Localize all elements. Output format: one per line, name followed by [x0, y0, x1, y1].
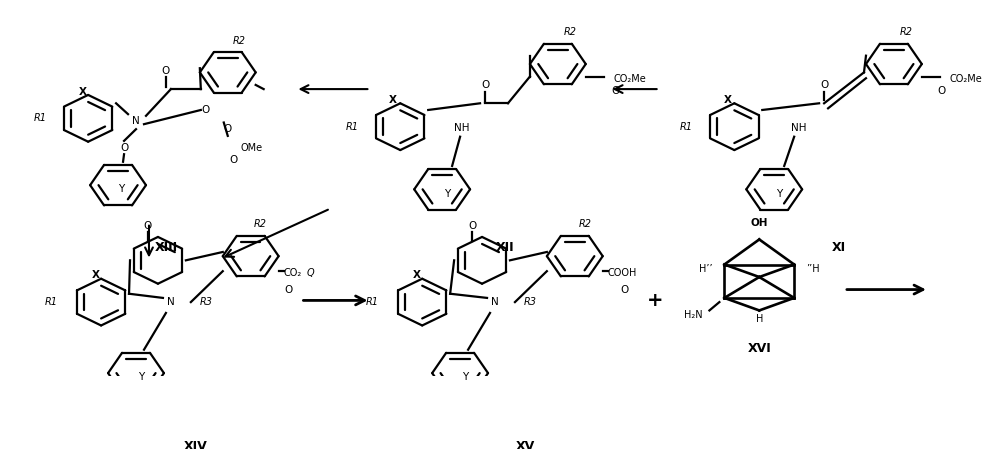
Text: +: + — [648, 291, 664, 310]
Text: X: X — [92, 270, 100, 280]
Text: R2: R2 — [899, 27, 912, 37]
Text: Y: Y — [444, 189, 450, 198]
Text: R2: R2 — [563, 27, 576, 37]
Text: X: X — [79, 87, 87, 97]
Text: R2: R2 — [234, 35, 247, 46]
Text: O: O — [284, 285, 292, 295]
Text: CO₂Me: CO₂Me — [614, 74, 647, 84]
Text: R1: R1 — [45, 297, 58, 307]
Text: O: O — [120, 143, 128, 153]
Text: NH: NH — [454, 123, 470, 133]
Text: Y: Y — [462, 372, 468, 382]
Text: Q: Q — [306, 268, 314, 278]
Text: H: H — [755, 314, 762, 324]
Text: XIII: XIII — [155, 241, 178, 254]
Text: N: N — [167, 297, 175, 307]
Text: H₂N: H₂N — [684, 310, 703, 320]
Text: XVI: XVI — [748, 342, 771, 355]
Text: X: X — [389, 95, 397, 105]
Text: NH: NH — [791, 123, 807, 133]
Text: OH: OH — [750, 218, 768, 228]
Text: O: O — [162, 66, 170, 76]
Text: R1: R1 — [34, 113, 47, 123]
Text: Y: Y — [776, 189, 782, 198]
Text: O: O — [224, 124, 232, 134]
Text: O: O — [144, 221, 152, 231]
Text: O: O — [230, 155, 238, 165]
Text: R2: R2 — [254, 220, 267, 229]
Text: O: O — [820, 80, 828, 90]
Text: ’’H: ’’H — [806, 264, 819, 274]
Text: X: X — [724, 95, 732, 105]
Text: Y: Y — [118, 185, 124, 194]
Text: O: O — [481, 80, 489, 90]
Text: O: O — [202, 105, 210, 115]
Text: CO₂Me: CO₂Me — [950, 74, 982, 84]
Text: N: N — [491, 297, 499, 307]
Text: O: O — [621, 285, 629, 295]
Text: R3: R3 — [523, 297, 536, 307]
Text: XII: XII — [496, 241, 514, 254]
Text: COOH: COOH — [608, 268, 637, 278]
Text: XI: XI — [832, 241, 846, 254]
Text: X: X — [413, 270, 421, 280]
Text: XV: XV — [515, 440, 535, 449]
Text: O: O — [938, 86, 946, 96]
Text: XIV: XIV — [184, 440, 208, 449]
Text: OMe: OMe — [241, 143, 262, 153]
Text: O: O — [612, 86, 620, 96]
Text: Y: Y — [138, 372, 144, 382]
Text: CO₂: CO₂ — [283, 268, 301, 278]
Text: O: O — [468, 221, 476, 231]
Text: R1: R1 — [366, 297, 379, 307]
Text: R3: R3 — [200, 297, 213, 307]
Text: R2: R2 — [578, 220, 591, 229]
Text: R1: R1 — [680, 122, 693, 132]
Text: R1: R1 — [346, 122, 359, 132]
Text: N: N — [132, 116, 140, 126]
Text: H’’: H’’ — [699, 264, 713, 274]
